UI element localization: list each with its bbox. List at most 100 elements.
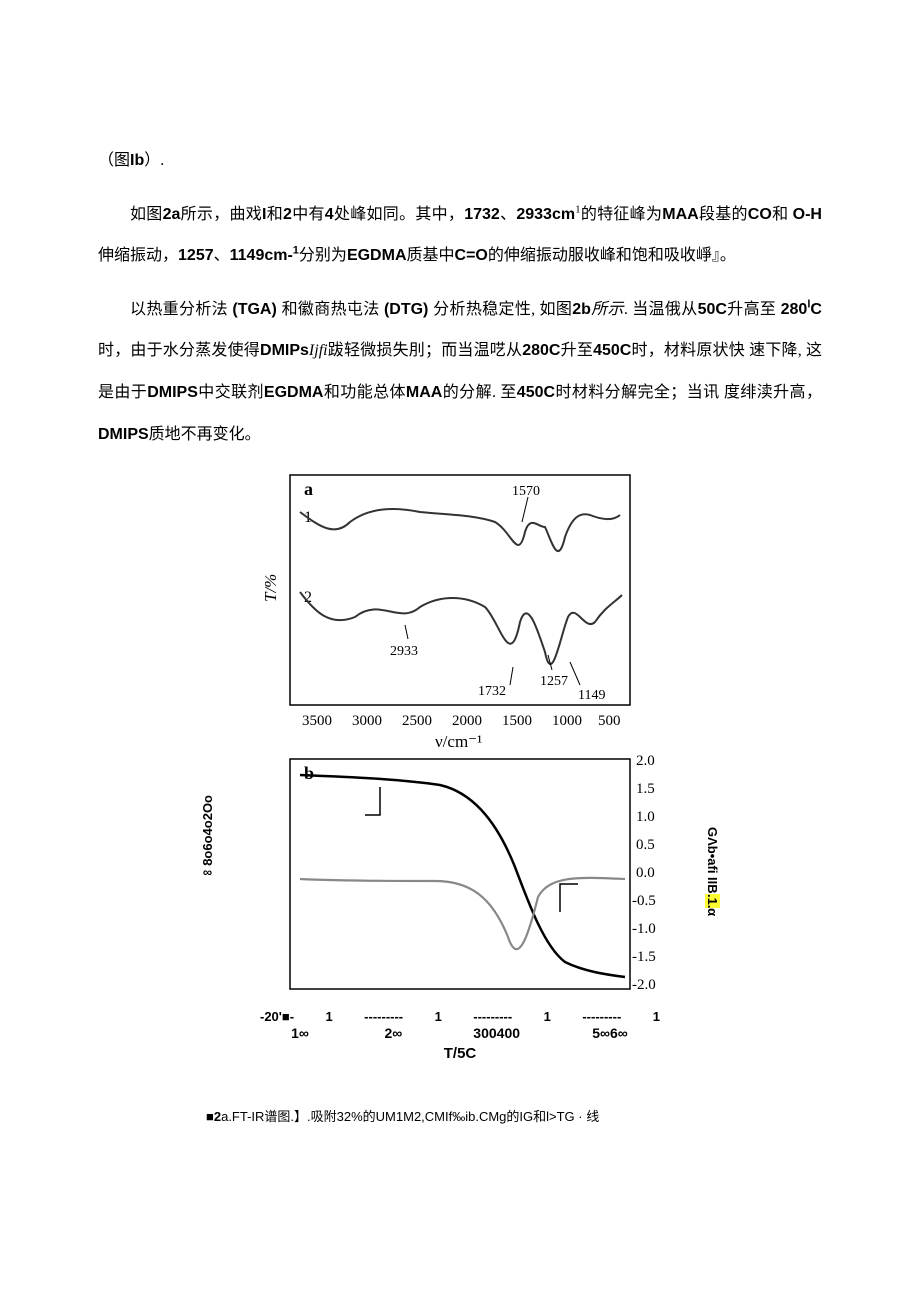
t: CO <box>748 206 772 223</box>
text: ）. <box>144 152 164 169</box>
tg-curve <box>300 775 625 977</box>
t: 度绯渎升高， <box>724 384 822 401</box>
t: 所示 <box>591 301 624 318</box>
fig-b-right-ylabel: GΛb•afi IIB.1.α <box>705 827 720 916</box>
t: 1732 <box>464 206 500 223</box>
xt: 5∞6∞ <box>560 1025 660 1041</box>
xt: --------- <box>364 1009 403 1024</box>
peak-1570: 1570 <box>512 484 540 499</box>
fig-b-xlabel: T/5C <box>260 1045 660 1062</box>
peak-1732: 1732 <box>478 684 506 699</box>
figure-2: a 1 2 1570 2933 1732 1257 1149 <box>200 467 720 1128</box>
xt: 2∞ <box>353 1025 433 1041</box>
t: 升至 <box>560 342 593 359</box>
yr-c: α <box>705 908 720 916</box>
figure-caption: ■2a.FT-IR谱图.】.吸附32%的UM1M2,CMIf‰ib.CMg的IG… <box>200 1107 720 1128</box>
t: 、 <box>214 247 230 264</box>
xt: 1 <box>326 1009 333 1024</box>
t: 如图 <box>130 206 163 223</box>
t: 以热重分析法 <box>130 301 232 318</box>
t: O-H <box>793 206 822 223</box>
t: DMIPs <box>260 342 309 359</box>
t: 中交联剂 <box>198 384 264 401</box>
t: DMIPS <box>98 426 149 443</box>
t: 1257 <box>178 247 214 264</box>
t: 和徽商热屯法 <box>282 301 384 318</box>
t: 280C <box>522 342 560 359</box>
peak-1257: 1257 <box>540 674 568 689</box>
t: 的特征峰为 <box>581 206 663 223</box>
t: (TGA) <box>232 301 281 318</box>
xtick: 3000 <box>352 713 382 729</box>
t: 分析热稳定性, 如图 <box>433 301 572 318</box>
t: 段基的 <box>699 206 748 223</box>
para-2a: 如图2a所示，曲戏I和2中有4处峰如同。其中，1732、2933cm1的特征峰为… <box>98 194 822 277</box>
rtick: 1.0 <box>636 809 655 825</box>
t: Ijfi <box>309 342 328 359</box>
xtick: 1500 <box>502 713 532 729</box>
rtick: 2.0 <box>636 753 655 769</box>
t: 2933cm <box>516 206 575 223</box>
t: 跋轻微损失刖；而当温呓从 <box>328 342 523 359</box>
t: MAA <box>406 384 442 401</box>
xtick: 2500 <box>402 713 432 729</box>
t: 时材料分解完全；当讯 <box>555 384 719 401</box>
fig-a-xlabel: ν/cm⁻¹ <box>435 732 482 751</box>
t: 4 <box>325 206 334 223</box>
xt: 1 <box>653 1009 660 1024</box>
xtick: 500 <box>598 713 621 729</box>
t: EGDMA <box>264 384 324 401</box>
ftir-curve-2 <box>300 592 622 664</box>
fig-a-ylabel: T/% <box>261 574 280 602</box>
ftir-curve-1 <box>300 509 620 551</box>
xtick: 1000 <box>552 713 582 729</box>
rtick: -1.0 <box>632 921 656 937</box>
fig-b-left-ylabel: ∞8o6o4o2Oo <box>200 795 215 881</box>
xt: --------- <box>473 1009 512 1024</box>
xt: --------- <box>582 1009 621 1024</box>
t: C <box>810 301 822 318</box>
rtick: -2.0 <box>632 977 656 993</box>
rtick: 0.0 <box>636 865 655 881</box>
t: 450C <box>593 342 631 359</box>
t: 和功能总体 <box>323 384 405 401</box>
xtick: 3500 <box>302 713 332 729</box>
peak-1149: 1149 <box>578 688 605 703</box>
t: 280 <box>781 301 808 318</box>
t: . 当温俄从 <box>624 301 698 318</box>
t: 分别为 <box>299 247 347 264</box>
t: C=O <box>455 247 488 264</box>
dtg-curve <box>300 878 625 949</box>
t: 伸缩振动， <box>98 247 178 264</box>
t: (DTG) <box>384 301 433 318</box>
panel-a-label: a <box>304 479 313 499</box>
xt: 300400 <box>447 1025 547 1041</box>
t: 2b <box>572 301 591 318</box>
fig-b-xticks: -20'■-1 --------- 1 --------- 1 --------… <box>260 1009 660 1024</box>
t: 时，材料原状快 <box>631 342 745 359</box>
cap-sq: ■ <box>206 1109 214 1124</box>
xt: 1 <box>435 1009 442 1024</box>
xtick: 2000 <box>452 713 482 729</box>
rtick: 1.5 <box>636 781 655 797</box>
cap-text: a.FT-IR谱图.】.吸附32%的UM1M2,CMIf‰ib.CMg的IG和l… <box>221 1109 599 1124</box>
t: 、 <box>500 206 517 223</box>
t: 处峰如同。其中， <box>334 206 465 223</box>
t: 时，由于水分蒸发使得 <box>98 342 260 359</box>
line-fig1b: （图Ib）. <box>98 140 822 182</box>
rtick: 0.5 <box>636 837 655 853</box>
text: （图 <box>98 152 130 169</box>
t: 所示，曲戏 <box>180 206 262 223</box>
figure-svg: a 1 2 1570 2933 1732 1257 1149 <box>260 467 660 1023</box>
panel-b-label: b <box>304 763 314 783</box>
t: 50C <box>698 301 727 318</box>
t: 2 <box>283 206 292 223</box>
t: DMIPS <box>147 384 198 401</box>
t: 2a <box>163 206 181 223</box>
figure-area: a 1 2 1570 2933 1732 1257 1149 <box>200 467 720 1067</box>
cap-num: 2 <box>214 1109 221 1124</box>
t: 450C <box>517 384 555 401</box>
t: EGDMA <box>347 247 407 264</box>
t: 升高至 <box>727 301 776 318</box>
t: 和 <box>772 206 789 223</box>
